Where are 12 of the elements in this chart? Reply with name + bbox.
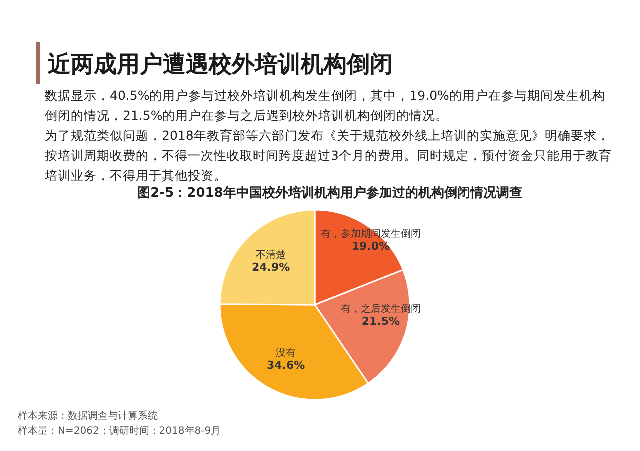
slice-label: 没有 xyxy=(276,347,296,359)
data-label: 24.9% xyxy=(252,261,290,274)
text: 样本来源：数据调查与计算系统 xyxy=(18,410,159,424)
text: 为了规范类似问题，2018年教育部等六部门发布《关于规范校外线上培训的实施意见》明确要求，按培训周期收费的，不得一次性收取时间跨度超过3个月的费用。同时规定，预付资金只能用于教育培训业务，不得用于其他投资。 xyxy=(45,127,613,185)
data-label: 19.0% xyxy=(352,240,390,253)
data-label: 21.5% xyxy=(362,315,400,328)
chart-title: 近两成用户遭遇校外培训机构倒闭 xyxy=(48,51,393,80)
slice-label: 不清楚 xyxy=(256,249,286,261)
chart-subtitle: 数据显示，40.5%的用户参与过校外培训机构发生倒闭，其中，19.0%的用户在参与期间发生机构倒闭的情况，21.5%的用户在参与之后遇到校外培训机构倒闭的情况。 xyxy=(45,87,606,125)
data-label: 34.6% xyxy=(267,359,306,372)
caption: 图2-5：2018年中国校外培训机构用户参加过的机构倒闭情况调查 xyxy=(136,185,524,202)
text: 样本量：N=2062；调研时间：2018年8-9月 xyxy=(18,424,222,439)
